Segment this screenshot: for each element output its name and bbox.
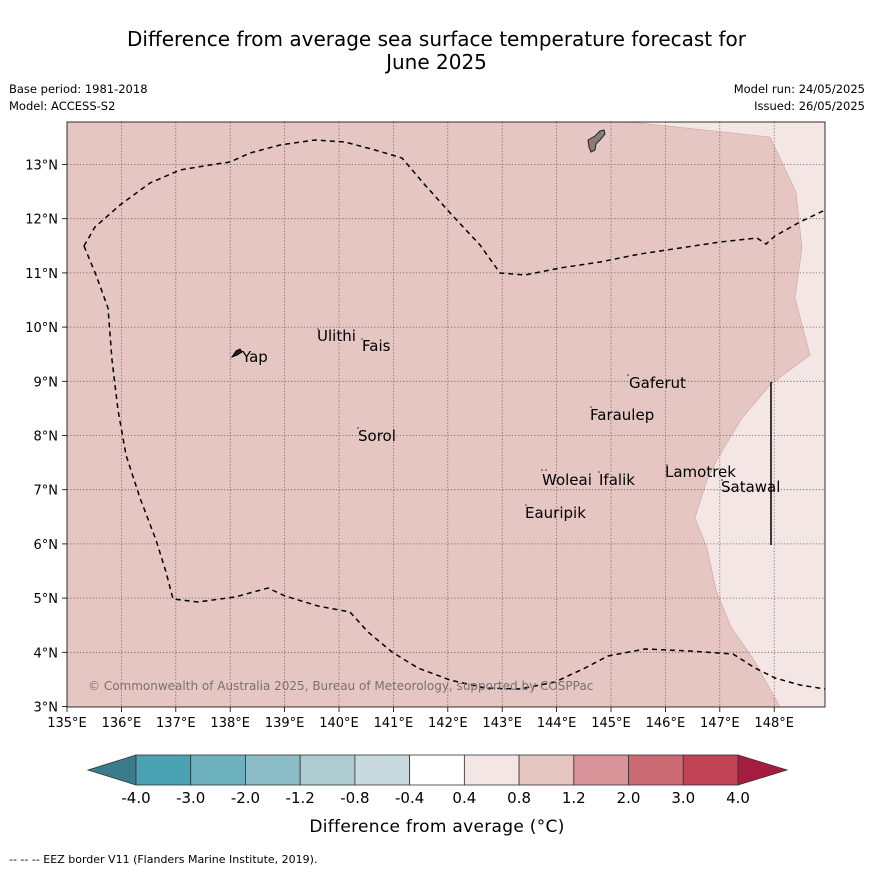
colorbar-segment xyxy=(409,754,465,786)
lat-tick-label: 12°N xyxy=(25,213,58,228)
place-label-satawal: Satawal xyxy=(721,478,780,496)
lat-tick-label: 11°N xyxy=(25,267,58,282)
lon-tick-label: 135°E xyxy=(47,716,87,731)
place-label-ulithi: Ulithi xyxy=(317,327,356,345)
colorbar-segment xyxy=(299,754,356,786)
colorbar-label: 1.2 xyxy=(562,789,586,807)
place-label-ifalik: Ifalik xyxy=(599,471,635,489)
chart-title: Difference from average sea surface temp… xyxy=(60,28,813,74)
colorbar: -4.0 -3.0 -2.0 -1.2 -0.8 -0.4 0.4 0.8 1.2 2.0 3.0 4… xyxy=(86,754,789,807)
issued-date: Issued: 26/05/2025 xyxy=(754,99,865,113)
lon-tick-label: 142°E xyxy=(428,716,468,731)
colorbar-segment xyxy=(354,754,411,786)
colorbar-label: -1.2 xyxy=(286,789,315,807)
place-labels: Yap Ulithi Fais Gaferut Faraulep Sorol Lamotre… xyxy=(241,327,780,522)
colorbar-label: -0.8 xyxy=(340,789,369,807)
lon-tick-label: 144°E xyxy=(537,716,577,731)
lat-tick-label: 5°N xyxy=(34,592,59,607)
colorbar-segment xyxy=(518,754,575,786)
lat-tick-label: 10°N xyxy=(25,321,58,336)
woleai-marker-2 xyxy=(545,469,547,471)
colorbar-title: Difference from average (°C) xyxy=(309,817,564,837)
yap-island xyxy=(230,348,243,359)
anomaly-region-0.4-0.8 xyxy=(630,122,825,707)
lon-tick-label: 145°E xyxy=(591,716,631,731)
place-label-sorol: Sorol xyxy=(358,427,396,445)
colorbar-extend-high xyxy=(737,754,789,786)
lat-tick-label: 8°N xyxy=(34,430,59,445)
colorbar-extend-low xyxy=(86,754,137,786)
colorbar-segment xyxy=(135,754,192,786)
gaferut-marker xyxy=(627,374,629,376)
colorbar-label: 2.0 xyxy=(617,789,641,807)
place-label-yap: Yap xyxy=(241,348,268,366)
lat-tick-label: 13°N xyxy=(25,159,58,174)
lat-tick-label: 7°N xyxy=(34,484,59,499)
place-label-faraulep: Faraulep xyxy=(590,406,654,424)
colorbar-segment xyxy=(628,754,684,786)
colorbar-segment xyxy=(463,754,520,786)
colorbar-label: -3.0 xyxy=(176,789,205,807)
lon-tick-label: 146°E xyxy=(646,716,686,731)
lamotrek-marker xyxy=(666,464,668,466)
colorbar-label: 4.0 xyxy=(726,789,750,807)
place-label-fais: Fais xyxy=(362,337,391,355)
lon-tick-label: 147°E xyxy=(700,716,740,731)
ifalik-marker xyxy=(598,471,600,473)
lon-tick-label: 137°E xyxy=(156,716,196,731)
axis-ticks: 13°N 12°N 11°N 10°N 9°N 8°N 7°N 6°N 5°N 4°N 3°N135… xyxy=(25,159,794,732)
faraulep-marker xyxy=(590,406,592,408)
run-info: Model run: 24/05/2025 Issued: 26/05/2025 xyxy=(734,81,865,115)
map-frame xyxy=(66,121,826,708)
colorbar-segment xyxy=(190,754,246,786)
eez-border-north xyxy=(83,139,826,276)
graticule xyxy=(67,122,825,707)
colorbar-label: -2.0 xyxy=(231,789,260,807)
eez-border-west xyxy=(83,245,826,690)
satawal-marker xyxy=(721,479,723,481)
lat-tick-label: 9°N xyxy=(34,375,59,390)
place-label-woleai: Woleai xyxy=(542,471,592,489)
eez-footnote: -- -- -- EEZ border V11 (Flanders Marine… xyxy=(9,853,318,866)
lon-tick-label: 138°E xyxy=(210,716,250,731)
title-line-2: June 2025 xyxy=(386,50,487,74)
copyright-notice: © Commonwealth of Australia 2025, Bureau… xyxy=(88,679,593,693)
colorbar-segment xyxy=(245,754,301,786)
model-info: Base period: 1981-2018 Model: ACCESS-S2 xyxy=(9,81,148,115)
colorbar-label: 0.4 xyxy=(452,789,476,807)
woleai-marker-1 xyxy=(541,469,543,471)
lon-tick-label: 139°E xyxy=(265,716,305,731)
lat-tick-label: 4°N xyxy=(34,646,59,661)
atoll-markers xyxy=(317,328,723,506)
ulithi-marker xyxy=(317,328,319,330)
colorbar-label: 3.0 xyxy=(671,789,695,807)
colorbar-segment xyxy=(682,754,739,786)
map-area xyxy=(67,122,825,707)
fais-marker xyxy=(361,338,363,340)
guam-island xyxy=(587,129,606,153)
model-run: Model run: 24/05/2025 xyxy=(733,82,865,96)
colorbar-label: -0.4 xyxy=(395,789,424,807)
colorbar-label: -4.0 xyxy=(121,789,150,807)
title-line-1: Difference from average sea surface temp… xyxy=(126,27,746,51)
place-label-lamotrek: Lamotrek xyxy=(665,463,736,481)
lon-tick-label: 140°E xyxy=(319,716,359,731)
eauripik-marker xyxy=(525,504,527,506)
place-label-eauripik: Eauripik xyxy=(525,504,586,522)
lat-tick-label: 6°N xyxy=(34,538,59,553)
lon-tick-label: 143°E xyxy=(482,716,522,731)
anomaly-region-0.8-1.2 xyxy=(67,122,825,707)
place-label-gaferut: Gaferut xyxy=(629,374,686,392)
contour-line xyxy=(629,122,811,707)
colorbar-segment xyxy=(573,754,629,786)
lon-tick-label: 136°E xyxy=(102,716,142,731)
lon-tick-label: 148°E xyxy=(754,716,794,731)
model-name: Model: ACCESS-S2 xyxy=(9,99,116,113)
colorbar-label: 0.8 xyxy=(507,789,531,807)
lat-tick-label: 3°N xyxy=(34,701,59,716)
base-period: Base period: 1981-2018 xyxy=(9,82,148,96)
lon-tick-label: 141°E xyxy=(374,716,414,731)
sorol-marker xyxy=(357,427,359,429)
